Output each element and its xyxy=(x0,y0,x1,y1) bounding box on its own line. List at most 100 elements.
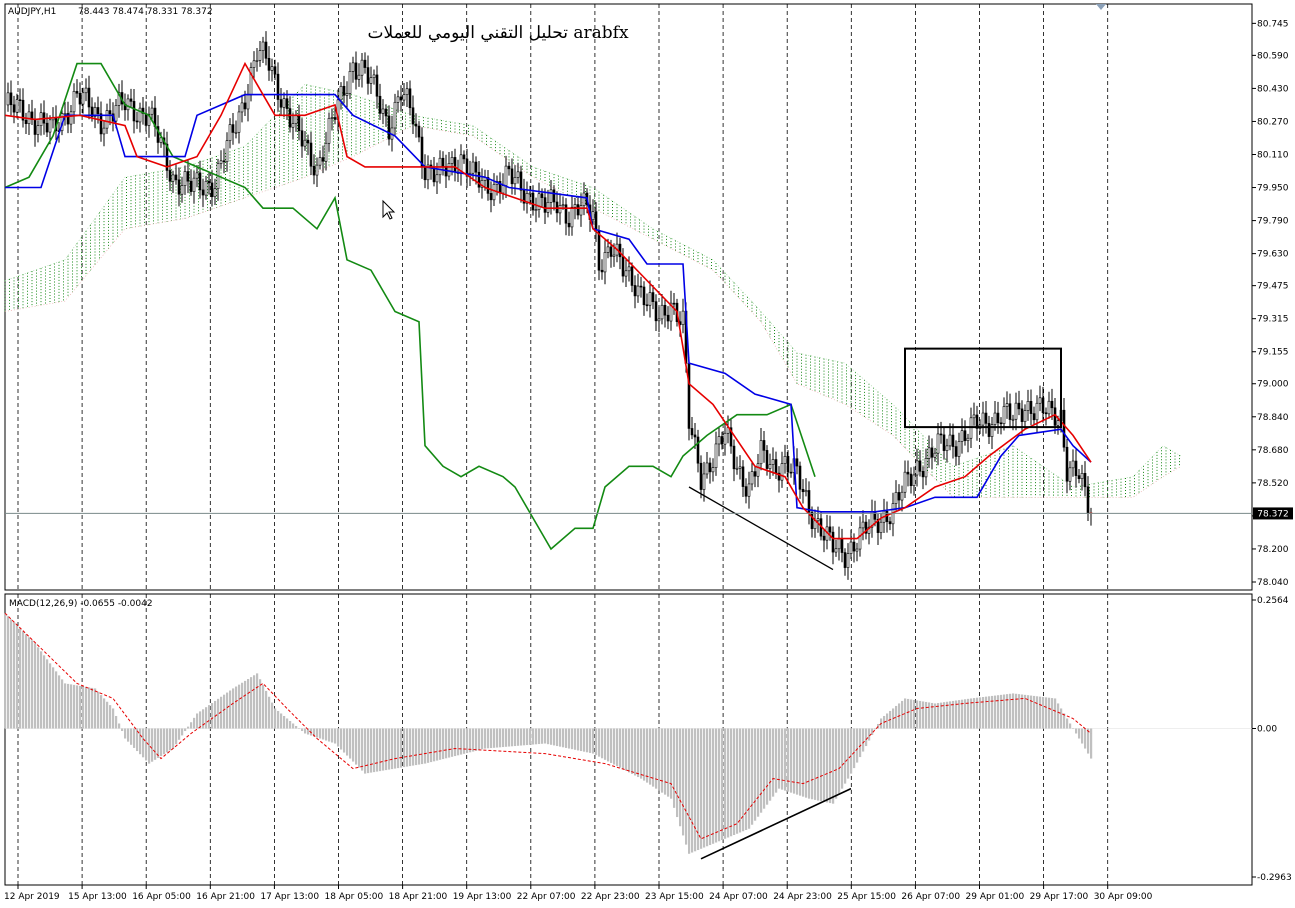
macd-histogram-bar xyxy=(424,728,427,764)
candle-body xyxy=(888,521,892,525)
macd-histogram-bar xyxy=(628,728,631,773)
candle-body xyxy=(768,464,772,469)
macd-histogram-bar xyxy=(595,728,598,756)
macd-histogram-bar xyxy=(487,728,490,749)
macd-histogram-bar xyxy=(28,637,31,729)
macd-histogram-bar xyxy=(799,728,802,796)
candle-body xyxy=(435,174,439,183)
macd-histogram-bar xyxy=(652,728,655,787)
candle-body xyxy=(933,452,937,458)
candle-body xyxy=(180,185,184,195)
macd-histogram-bar xyxy=(1000,694,1003,729)
candle-body xyxy=(423,166,427,181)
macd-histogram-bar xyxy=(220,696,223,729)
macd-histogram-bar xyxy=(1018,694,1021,729)
macd-pane[interactable]: 0.2564 0.00 -0.2963 MACD(12,26,9) -0.0655 … xyxy=(4,593,1292,886)
macd-histogram-bar xyxy=(925,701,928,729)
macd-histogram-bar xyxy=(379,728,382,772)
candle-body xyxy=(333,117,337,120)
macd-histogram-bar xyxy=(1003,694,1006,729)
macd-histogram-bar xyxy=(871,728,874,736)
macd-histogram-bar xyxy=(1033,695,1036,729)
candle-body xyxy=(699,462,703,490)
macd-histogram-bar xyxy=(574,728,577,750)
macd-histogram-bar xyxy=(709,728,712,846)
macd-histogram-bar xyxy=(394,728,397,769)
candle-body xyxy=(600,269,604,273)
candle-body xyxy=(474,161,478,173)
candle-body xyxy=(81,92,85,105)
candle-body xyxy=(576,204,580,216)
macd-histogram-bar xyxy=(913,699,916,729)
macd-histogram-bar xyxy=(481,728,484,750)
macd-histogram-bar xyxy=(739,728,742,833)
candle-body xyxy=(78,92,82,105)
candle-body xyxy=(387,115,391,140)
candle-body xyxy=(12,104,16,113)
x-tick-label: 29 Apr 01:00 xyxy=(966,892,1025,902)
macd-histogram-bar xyxy=(754,728,757,821)
macd-histogram-bar xyxy=(640,728,643,779)
last-price-label: 78.372 xyxy=(1257,509,1289,519)
macd-histogram-bar xyxy=(10,619,13,729)
candle-body xyxy=(990,424,994,437)
macd-histogram-bar xyxy=(199,711,202,729)
macd-histogram-bar xyxy=(469,728,472,753)
candle-body xyxy=(1008,403,1012,420)
macd-histogram-bar xyxy=(238,684,241,729)
candle-body xyxy=(327,118,331,144)
candle-body xyxy=(1005,403,1009,407)
macd-histogram-bar xyxy=(37,647,40,729)
macd-histogram-bar xyxy=(847,728,850,779)
candle-body xyxy=(507,165,511,170)
tenkan-sen-line xyxy=(4,61,1092,540)
macd-histogram-bar xyxy=(217,698,220,729)
candle-body xyxy=(291,123,295,128)
macd-histogram-bar xyxy=(232,688,235,729)
candle-body xyxy=(930,447,934,458)
macd-histogram-bar xyxy=(244,680,247,729)
ichimoku-cloud xyxy=(4,83,1182,498)
macd-histogram-bar xyxy=(76,685,79,729)
candle-body xyxy=(798,465,802,490)
candle-body xyxy=(837,538,841,550)
candle-body xyxy=(954,446,958,457)
candle-body xyxy=(441,157,445,167)
macd-histogram-bar xyxy=(385,728,388,771)
y-tick-label: 78.840 xyxy=(1257,413,1289,423)
candle-body xyxy=(252,60,256,68)
macd-histogram-bar xyxy=(1075,728,1078,734)
macd-histogram-bar xyxy=(733,728,736,836)
macd-histogram-bar xyxy=(631,728,634,774)
candle-body xyxy=(963,430,967,441)
candle-body xyxy=(1047,400,1051,415)
candle-body xyxy=(1083,473,1087,488)
candle-body xyxy=(549,189,553,203)
macd-histogram-bar xyxy=(25,634,28,729)
macd-histogram-bar xyxy=(853,728,856,769)
macd-histogram-bar xyxy=(865,728,868,747)
candle-body xyxy=(1032,413,1036,421)
candle-body xyxy=(630,266,634,286)
candle-body xyxy=(138,107,142,123)
macd-histogram-bar xyxy=(814,728,817,800)
macd-histogram-bar xyxy=(61,679,64,729)
macd-histogram-bar xyxy=(154,728,157,760)
macd-histogram-bar xyxy=(151,728,154,762)
macd-histogram-bar xyxy=(931,702,934,729)
candle-body xyxy=(477,171,481,188)
candle-body xyxy=(1068,467,1072,482)
price-pane[interactable]: 80.745 80.590 80.430 80.270 80.110 79.950 79.7… xyxy=(4,3,1293,591)
candle-body xyxy=(297,114,301,132)
last-price-badge: 78.372 xyxy=(1253,507,1293,520)
macd-histogram-bar xyxy=(565,728,568,748)
y-tick-label: 78.680 xyxy=(1257,446,1289,456)
macd-histogram-bar xyxy=(715,728,718,843)
macd-histogram-bar xyxy=(664,728,667,795)
macd-histogram-bar xyxy=(829,728,832,804)
macd-histogram-bar xyxy=(730,728,733,837)
candle-body xyxy=(108,110,112,115)
macd-histogram-bar xyxy=(922,701,925,729)
macd-histogram-bar xyxy=(517,728,520,746)
